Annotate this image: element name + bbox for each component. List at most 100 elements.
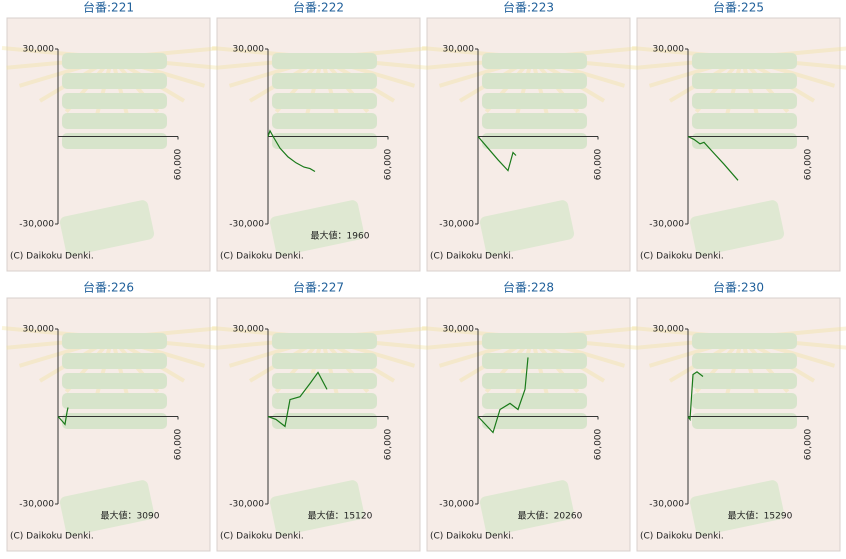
panel <box>636 17 841 272</box>
panel <box>426 17 631 272</box>
ray <box>18 56 113 88</box>
max-value-label: 最大値：15290 <box>728 510 793 522</box>
ray <box>421 46 533 60</box>
ray <box>274 56 324 113</box>
ray <box>1 326 113 340</box>
box-layer <box>62 53 167 69</box>
ray <box>724 337 744 398</box>
ray <box>668 56 744 103</box>
ray <box>531 326 643 340</box>
ray <box>110 337 130 398</box>
box-layer <box>62 73 167 89</box>
chart-title: 台番:227 <box>293 280 344 295</box>
ray <box>741 326 846 340</box>
copyright: (C) Daikoku Denki. <box>430 532 514 542</box>
box-layer <box>482 353 587 369</box>
ray <box>694 336 744 393</box>
ray <box>321 56 428 70</box>
ray <box>320 56 370 113</box>
box-layer <box>272 333 377 349</box>
box-layer <box>62 93 167 109</box>
ray <box>530 337 550 398</box>
y-tick-label: 30,000 <box>653 45 685 55</box>
ray <box>636 336 743 350</box>
ray <box>531 336 626 368</box>
box-layer <box>272 53 377 69</box>
box-layer <box>482 133 587 149</box>
ray <box>38 336 114 383</box>
data-line <box>687 371 704 422</box>
copyright: (C) Daikoku Denki. <box>10 532 94 542</box>
y-tick-label: 30,000 <box>233 325 265 335</box>
x-tick-label: 60,000 <box>804 428 814 460</box>
ray <box>648 56 743 88</box>
box-layer <box>692 353 797 369</box>
tray <box>269 480 365 536</box>
box-layer <box>692 413 797 429</box>
ray <box>248 56 324 103</box>
ray <box>740 336 790 393</box>
ray <box>216 56 323 70</box>
ray <box>211 46 323 60</box>
data-line <box>267 371 328 428</box>
max-value-label: 最大値：20260 <box>518 510 583 522</box>
ray <box>484 336 534 393</box>
box-layer <box>62 113 167 129</box>
ray <box>741 336 836 368</box>
box-layer <box>692 373 797 389</box>
ray <box>531 46 643 60</box>
box-layer <box>692 73 797 89</box>
box-layer <box>272 413 377 429</box>
ray <box>228 336 323 368</box>
y-tick-label: 30,000 <box>443 45 475 55</box>
copyright: (C) Daikoku Denki. <box>640 252 724 262</box>
ray <box>741 336 846 350</box>
box-layer <box>482 393 587 409</box>
panel <box>6 17 211 272</box>
copyright: (C) Daikoku Denki. <box>640 532 724 542</box>
ray <box>320 56 396 103</box>
ray <box>18 336 113 368</box>
data-line <box>267 129 316 173</box>
ray <box>484 56 534 113</box>
max-value-label: 最大値：1960 <box>311 230 370 242</box>
box-layer <box>482 93 587 109</box>
box-layer <box>482 53 587 69</box>
ray <box>740 56 790 113</box>
y-tick-label: 30,000 <box>443 325 475 335</box>
copyright: (C) Daikoku Denki. <box>220 252 304 262</box>
ray <box>321 46 433 60</box>
ray <box>111 336 206 368</box>
chart-title: 台番:228 <box>503 280 554 295</box>
box-layer <box>692 393 797 409</box>
panel <box>6 297 211 552</box>
box-layer <box>62 393 167 409</box>
ray <box>514 337 534 398</box>
chart-title: 台番:222 <box>293 0 344 15</box>
box-layer <box>62 413 167 429</box>
ray <box>530 336 606 383</box>
ray <box>531 56 626 88</box>
ray <box>741 46 846 60</box>
ray <box>320 337 340 398</box>
ray <box>421 326 533 340</box>
ray <box>631 326 743 340</box>
chart-title: 台番:223 <box>503 0 554 15</box>
ray <box>530 57 550 118</box>
ray <box>458 336 534 383</box>
x-tick-label: 60,000 <box>804 148 814 180</box>
y-tick-label: -30,000 <box>649 500 684 510</box>
box-layer <box>272 113 377 129</box>
tray <box>59 200 155 256</box>
box-layer <box>692 333 797 349</box>
panel <box>216 297 421 552</box>
ray <box>531 56 638 70</box>
x-tick-label: 60,000 <box>594 428 604 460</box>
copyright: (C) Daikoku Denki. <box>10 252 94 262</box>
ray <box>741 56 846 70</box>
data-line <box>57 407 69 426</box>
ray <box>668 336 744 383</box>
ray <box>304 57 324 118</box>
ray <box>438 336 533 368</box>
ray <box>111 326 223 340</box>
